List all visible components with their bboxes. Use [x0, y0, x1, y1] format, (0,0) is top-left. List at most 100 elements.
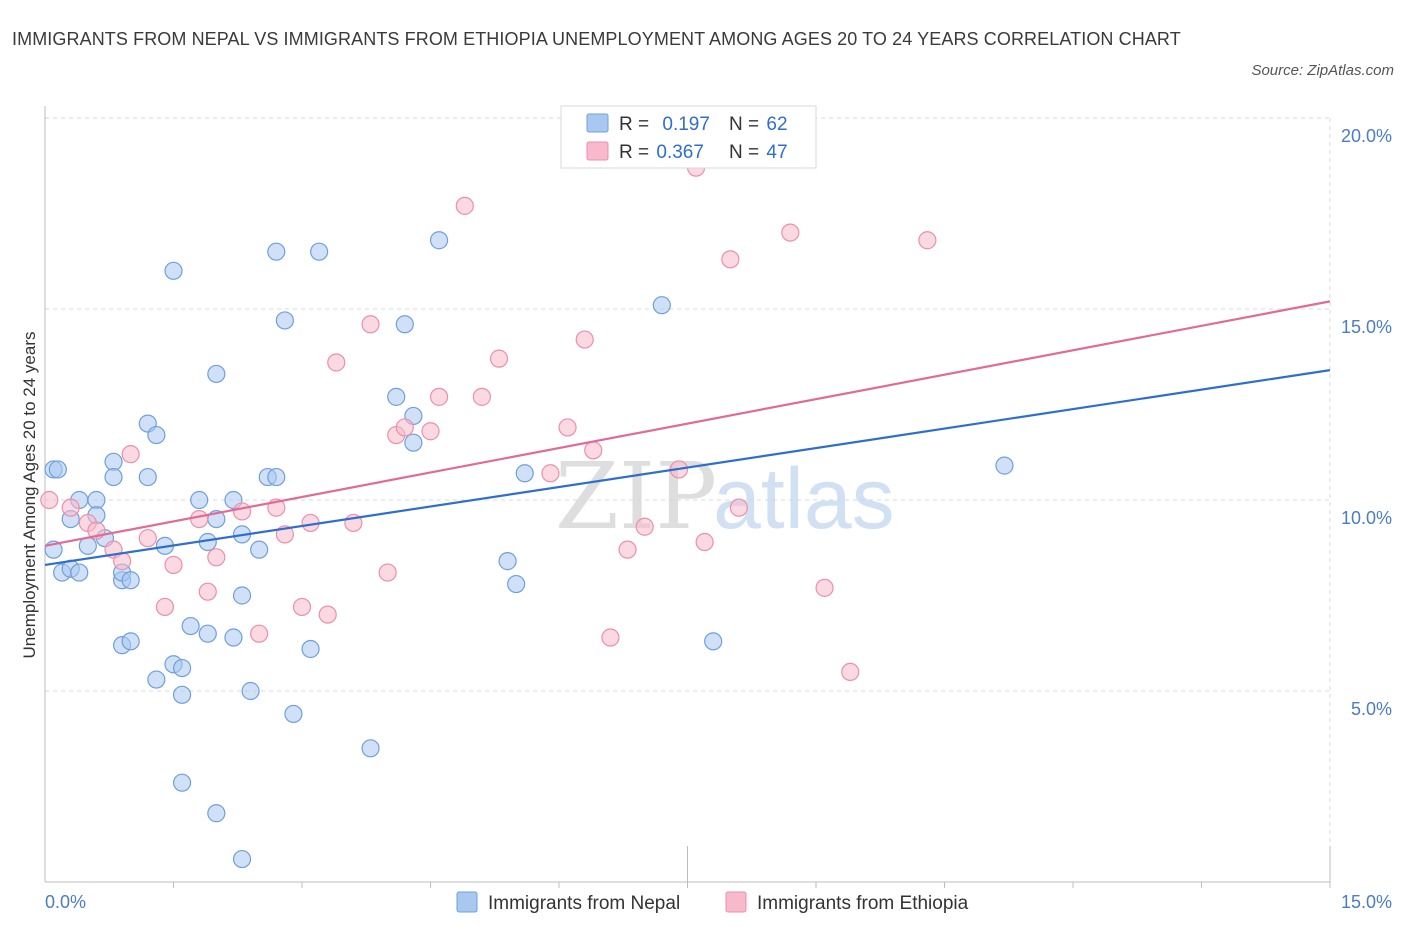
- point-nepal-59: [704, 632, 723, 651]
- point-ethiopia-17: [292, 597, 312, 617]
- point-nepal-44: [267, 242, 286, 261]
- point-ethiopia-22: [361, 315, 380, 334]
- point-nepal-26: [172, 773, 192, 792]
- point-nepal-31: [198, 624, 217, 643]
- point-ethiopia-32: [558, 418, 577, 437]
- point-nepal-37: [232, 586, 252, 605]
- svg-text:R = 0.367: R = 0.367: [619, 142, 704, 163]
- point-ethiopia-31: [541, 464, 560, 483]
- point-ethiopia-45: [841, 662, 860, 682]
- tick-labels: 5.0% 10.0% 15.0% 20.0% 0.0% 15.0%: [45, 126, 1392, 912]
- y-tick-label-3: 20.0%: [1341, 126, 1392, 146]
- point-nepal-60: [995, 456, 1014, 475]
- point-nepal-41: [250, 540, 269, 559]
- point-ethiopia-42: [729, 498, 749, 517]
- point-nepal-25: [172, 658, 192, 678]
- source-label: Source: ZipAtlas.com: [1251, 62, 1394, 79]
- point-ethiopia-20: [327, 353, 346, 372]
- point-nepal-21: [147, 670, 166, 689]
- point-ethiopia-35: [601, 628, 620, 647]
- point-ethiopia-25: [395, 418, 414, 437]
- watermark-zip: ZIP: [555, 443, 717, 550]
- point-nepal-48: [310, 242, 329, 261]
- point-ethiopia-46: [918, 231, 937, 250]
- legend-n-value-ethiopia: 47: [766, 142, 787, 163]
- legend-n-label-nepal: N =: [729, 114, 764, 135]
- y-tick-label-1: 10.0%: [1341, 508, 1392, 528]
- point-nepal-29: [190, 490, 209, 510]
- point-nepal-11: [104, 452, 123, 471]
- point-ethiopia-27: [429, 387, 449, 406]
- point-ethiopia-0: [40, 490, 59, 510]
- legend-r-value-ethiopia: 0.367: [656, 142, 704, 163]
- chart-title: IMMIGRANTS FROM NEPAL VS IMMIGRANTS FROM…: [12, 29, 1181, 49]
- point-ethiopia-6: [121, 445, 140, 464]
- legend-swatch-nepal: [586, 113, 609, 133]
- y-axis-label: Unemployment Among Ages 20 to 24 years: [20, 332, 39, 659]
- point-ethiopia-41: [721, 250, 740, 269]
- point-nepal-55: [498, 552, 517, 571]
- legend-r-label-nepal: R =: [619, 114, 654, 135]
- point-nepal-8: [87, 490, 106, 510]
- point-nepal-17: [121, 632, 140, 651]
- point-nepal-51: [395, 315, 414, 334]
- series-legend-label-ethiopia: Immigrants from Ethiopia: [757, 893, 969, 914]
- point-nepal-32: [207, 364, 226, 384]
- legend-r-value-nepal: 0.197: [662, 114, 710, 135]
- point-nepal-53: [404, 433, 423, 452]
- point-ethiopia-11: [198, 582, 217, 601]
- point-nepal-54: [429, 231, 449, 250]
- point-nepal-12: [104, 467, 123, 487]
- point-nepal-28: [181, 616, 200, 636]
- point-ethiopia-9: [164, 555, 183, 575]
- trend-lines: [44, 300, 1331, 567]
- point-ethiopia-40: [695, 532, 714, 552]
- point-ethiopia-14: [250, 624, 269, 643]
- point-nepal-23: [164, 261, 183, 280]
- point-nepal-58: [652, 296, 671, 315]
- point-ethiopia-29: [472, 387, 491, 406]
- point-nepal-40: [241, 681, 260, 701]
- svg-text:N = 47: N = 47: [729, 142, 788, 163]
- series-legend-swatch-nepal: [456, 891, 478, 913]
- point-ethiopia-36: [618, 540, 637, 559]
- x-tick-label-1: 15.0%: [1341, 892, 1392, 912]
- point-ethiopia-19: [318, 605, 337, 624]
- point-ethiopia-13: [232, 502, 252, 521]
- point-nepal-56: [507, 574, 526, 594]
- point-ethiopia-34: [584, 441, 603, 460]
- data-points: [40, 158, 1014, 869]
- point-nepal-27: [172, 685, 192, 704]
- point-ethiopia-10: [190, 509, 209, 529]
- legend-swatch-ethiopia: [586, 141, 609, 161]
- legend-n-value-nepal: 62: [766, 114, 787, 135]
- watermark-atlas: atlas: [713, 451, 895, 547]
- point-nepal-38: [232, 849, 252, 869]
- point-nepal-6: [70, 563, 89, 582]
- point-nepal-47: [301, 639, 320, 659]
- point-nepal-35: [224, 628, 243, 647]
- point-ethiopia-28: [455, 196, 474, 215]
- point-ethiopia-26: [421, 422, 440, 441]
- point-nepal-45: [275, 311, 294, 330]
- svg-text:N = 62: N = 62: [729, 114, 788, 135]
- point-ethiopia-23: [378, 563, 397, 582]
- point-ethiopia-30: [489, 349, 509, 368]
- point-ethiopia-43: [781, 223, 800, 242]
- point-nepal-43: [267, 467, 286, 487]
- point-ethiopia-12: [207, 548, 226, 567]
- point-nepal-20: [147, 425, 166, 445]
- series-legend-swatch-ethiopia: [725, 891, 747, 913]
- point-nepal-16: [121, 571, 140, 590]
- x-tick-label-0: 0.0%: [45, 892, 86, 912]
- series-legend: Immigrants from Nepal Immigrants from Et…: [456, 891, 969, 914]
- legend-r-label-ethiopia: R =: [619, 142, 654, 163]
- y-tick-label-2: 15.0%: [1341, 317, 1392, 337]
- watermark: ZIP atlas: [555, 443, 895, 550]
- trend-line-ethiopia: [44, 300, 1331, 547]
- series-legend-label-nepal: Immigrants from Nepal: [488, 893, 680, 914]
- point-ethiopia-33: [575, 330, 594, 349]
- point-ethiopia-37: [635, 517, 654, 536]
- point-ethiopia-8: [155, 597, 175, 617]
